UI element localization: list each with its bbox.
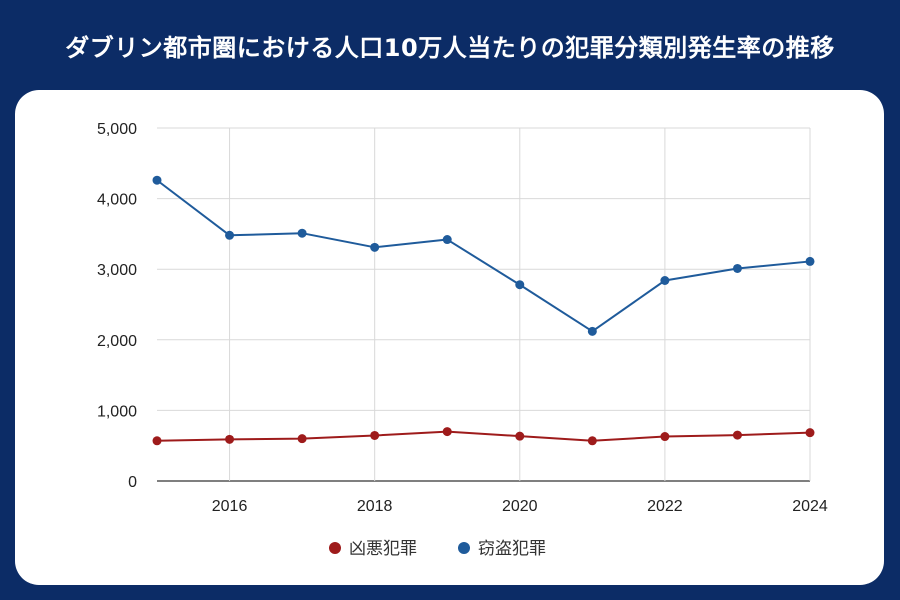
data-point[interactable] <box>442 427 452 437</box>
data-point[interactable] <box>515 280 525 290</box>
data-point[interactable] <box>587 436 597 446</box>
x-axis: 2016 2018 2020 2022 2024 <box>212 498 828 515</box>
data-point[interactable] <box>225 434 235 444</box>
y-tick-label: 5,000 <box>97 121 137 138</box>
y-tick-label: 3,000 <box>97 262 137 279</box>
x-tick-label: 2020 <box>502 498 538 515</box>
data-point[interactable] <box>660 432 670 442</box>
legend-label: 窃盗犯罪 <box>478 539 546 559</box>
x-tick-label: 2024 <box>792 498 828 515</box>
data-point[interactable] <box>732 430 742 440</box>
y-tick-label: 4,000 <box>97 192 137 209</box>
chart-title: ダブリン都市圏における人口10万人当たりの犯罪分類別発生率の推移 <box>65 33 835 62</box>
data-point[interactable] <box>732 263 742 273</box>
x-tick-label: 2016 <box>212 498 248 515</box>
series-lines <box>156 179 811 442</box>
data-point[interactable] <box>805 256 815 266</box>
y-tick-label: 0 <box>128 474 137 491</box>
series-points <box>152 175 815 446</box>
series-line-2 <box>156 179 811 333</box>
legend-label: 凶悪犯罪 <box>349 539 417 559</box>
data-point[interactable] <box>297 228 307 238</box>
data-point[interactable] <box>587 326 597 336</box>
data-point[interactable] <box>297 434 307 444</box>
data-point[interactable] <box>515 431 525 441</box>
x-tick-label: 2018 <box>357 498 393 515</box>
data-point[interactable] <box>660 275 670 285</box>
data-point[interactable] <box>152 436 162 446</box>
data-point[interactable] <box>225 230 235 240</box>
data-point[interactable] <box>370 430 380 440</box>
legend-marker <box>458 542 470 554</box>
series-line-1 <box>156 430 811 442</box>
legend-marker <box>329 542 341 554</box>
data-point[interactable] <box>442 235 452 245</box>
x-tick-label: 2022 <box>647 498 683 515</box>
legend: 凶悪犯罪 窃盗犯罪 <box>329 539 546 559</box>
y-tick-label: 2,000 <box>97 333 137 350</box>
data-point[interactable] <box>152 175 162 185</box>
grid-lines <box>157 127 811 482</box>
chart-card <box>15 90 884 585</box>
data-point[interactable] <box>805 428 815 438</box>
y-tick-label: 1,000 <box>97 403 137 420</box>
data-point[interactable] <box>370 242 380 252</box>
y-axis: 0 1,000 2,000 3,000 4,000 5,000 <box>97 121 137 491</box>
